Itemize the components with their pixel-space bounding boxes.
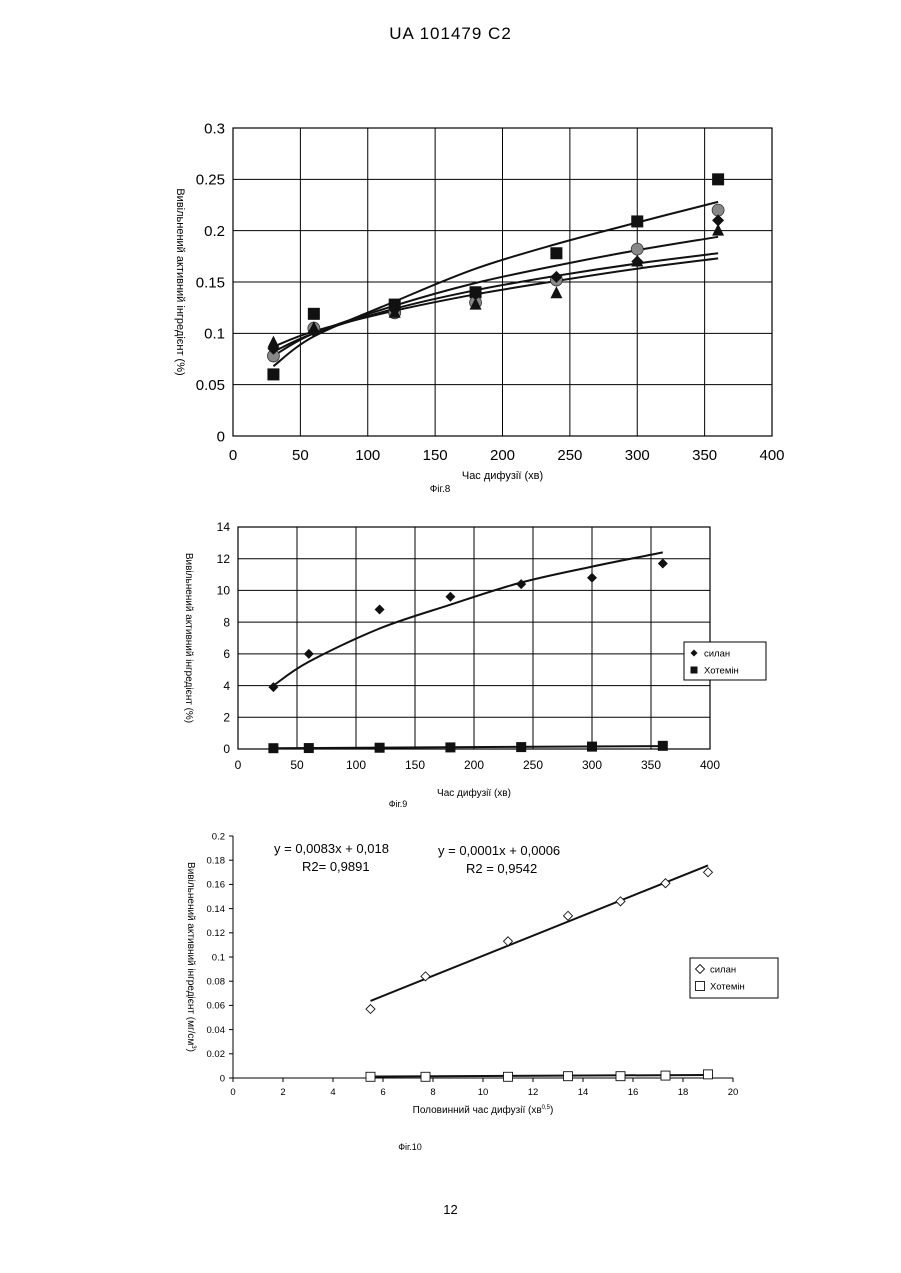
y-tick-label: 0.14 [207, 904, 226, 915]
page-number: 12 [0, 1202, 901, 1217]
x-tick-label: 16 [628, 1087, 639, 1098]
y-axis-label: Вивільнений активний інгредієнт (мг/см3) [185, 862, 196, 1052]
r-squared-value: R2= 0,9891 [302, 859, 370, 874]
y-tick-label: 0.02 [207, 1049, 226, 1060]
x-tick-label: 2 [280, 1087, 285, 1098]
y-tick-label: 0.12 [207, 928, 226, 939]
data-point [704, 1070, 713, 1079]
trendline [371, 865, 709, 1001]
data-point [366, 1005, 375, 1014]
regression-equation: y = 0,0001x + 0,0006 [438, 843, 560, 858]
x-tick-label: 6 [380, 1087, 385, 1098]
y-tick-label: 0.04 [207, 1025, 226, 1036]
x-tick-label: 8 [430, 1087, 435, 1098]
x-tick-label: 10 [478, 1087, 489, 1098]
y-tick-label: 0 [220, 1073, 225, 1084]
data-point [421, 1072, 430, 1081]
data-point [564, 1072, 573, 1081]
legend-marker [696, 982, 705, 991]
regression-equation: y = 0,0083x + 0,018 [274, 841, 389, 856]
y-tick-label: 0.18 [207, 856, 226, 867]
r-squared-value: R2 = 0,9542 [466, 861, 537, 876]
x-tick-label: 4 [330, 1087, 335, 1098]
y-tick-label: 0.2 [212, 831, 225, 842]
legend-label: силан [710, 965, 736, 976]
x-tick-label: 20 [728, 1087, 739, 1098]
x-tick-label: 0 [230, 1087, 235, 1098]
data-point [704, 868, 713, 877]
x-tick-label: 14 [578, 1087, 589, 1098]
data-point [661, 879, 670, 888]
x-axis-label: Половинний час дифузії (хв0,5) [413, 1104, 554, 1116]
x-tick-label: 12 [528, 1087, 539, 1098]
data-point [504, 1072, 513, 1081]
data-point [366, 1072, 375, 1081]
legend-label: Хотемін [710, 982, 745, 993]
y-tick-label: 0.06 [207, 1001, 226, 1012]
y-tick-label: 0.08 [207, 977, 226, 988]
y-tick-label: 0.1 [212, 952, 225, 963]
x-tick-label: 18 [678, 1087, 689, 1098]
data-point [564, 911, 573, 920]
data-point [616, 897, 625, 906]
data-point [661, 1071, 670, 1080]
y-tick-label: 0.16 [207, 880, 226, 891]
data-point [616, 1072, 625, 1081]
figure-caption: Фіг.10 [398, 1142, 422, 1152]
